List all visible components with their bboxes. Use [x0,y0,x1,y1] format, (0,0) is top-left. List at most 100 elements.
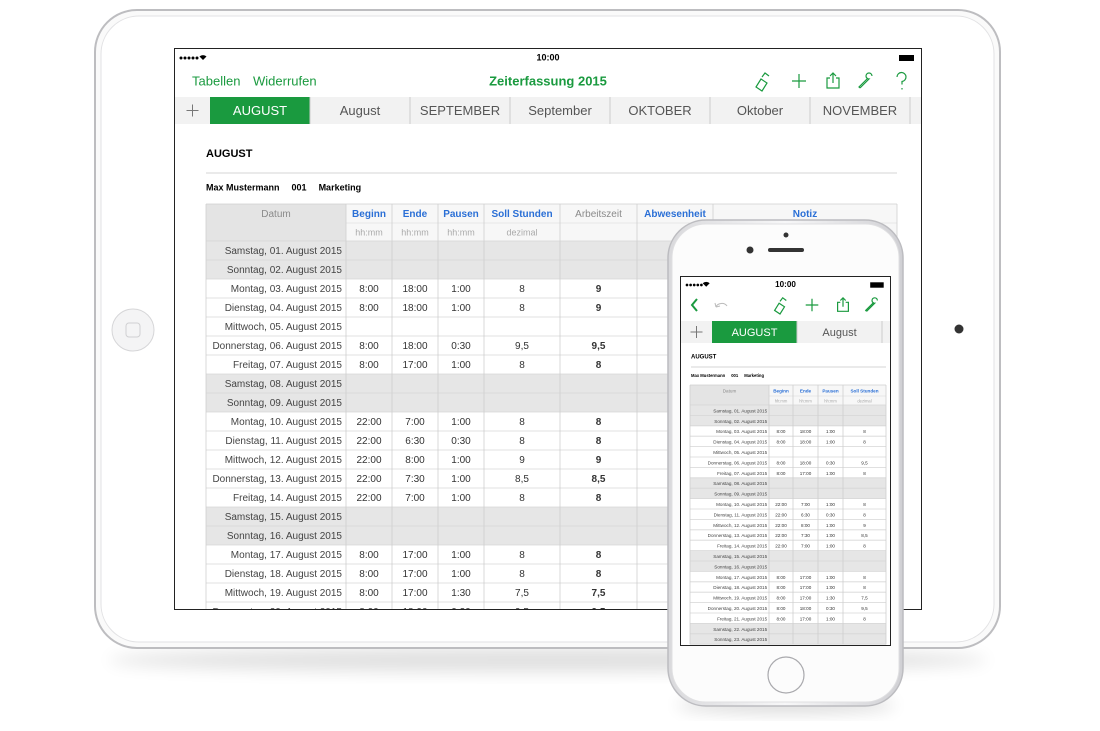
cell: 8:00 [777,575,786,580]
add-icon[interactable] [805,298,819,312]
tab[interactable]: Oktober [737,103,784,118]
column-header: Soll Stunden [850,389,878,394]
toolbar-button[interactable]: Widerrufen [253,73,317,88]
cell: 8 [863,429,866,434]
date-cell: Mittwoch, 19. August 2015 [713,596,767,601]
tab[interactable]: SEPTEMBER [420,103,500,118]
cell: 7:00 [801,544,810,549]
home-button[interactable] [111,308,155,352]
cell: 1:00 [826,429,835,434]
cell: 8 [863,512,866,517]
cell: 1:00 [826,502,835,507]
row-bg [690,436,769,447]
unit-label: hh:mm [355,227,383,237]
help-icon[interactable] [896,71,907,90]
cell: 22:00 [356,493,381,504]
cell: 8 [519,303,525,314]
row-bg [206,469,346,488]
cell: 6:30 [405,436,425,447]
row-bg [690,613,769,624]
signal-dot [692,283,696,287]
cell: 7:30 [405,474,425,485]
date-cell: Freitag, 14. August 2015 [717,544,768,549]
tab-active [210,97,310,124]
tools-icon[interactable] [864,297,878,312]
row-bg [206,583,346,602]
cell: 9 [519,455,525,466]
phone-sensor [746,246,754,254]
date-cell: Sonntag, 02. August 2015 [714,419,767,424]
cell: 8:00 [801,523,810,528]
status-time: 10:00 [536,52,559,62]
row-bg [206,355,346,374]
cell: 1:00 [451,569,471,580]
tab[interactable]: AUGUST [233,103,287,118]
date-cell: Samstag, 22. August 2015 [713,627,767,632]
cell: 0:30 [826,512,835,517]
phone-home-button[interactable] [767,656,805,694]
speaker [768,248,804,252]
unit-label: dezimal [857,399,871,404]
cell: 17:00 [402,550,427,561]
signal-dot [689,283,692,287]
date-cell: Freitag, 07. August 2015 [233,360,342,371]
row-bg [206,317,346,336]
row-bg [690,405,886,416]
phone-camera [783,232,789,238]
tab[interactable]: AUGUST [732,327,778,339]
tab[interactable]: September [528,103,592,118]
date-cell: Sonntag, 02. August 2015 [227,265,343,276]
wifi [702,281,710,287]
unit-label: hh:mm [447,227,475,237]
back-icon[interactable] [690,298,698,312]
signal-dot [700,283,703,287]
toolbar-button[interactable]: Tabellen [192,73,240,88]
cell: 8:00 [359,550,379,561]
row-bg [206,602,346,609]
add-sheet[interactable] [186,104,199,117]
row-bg [690,467,769,478]
cell: 8 [863,585,866,590]
cell: 8:00 [777,585,786,590]
cell: 17:00 [800,585,812,590]
date-cell: Montag, 10. August 2015 [716,502,768,507]
row-bg [690,571,769,582]
row-bg [690,488,886,499]
cell: 8:00 [405,455,425,466]
share-icon[interactable] [826,72,840,89]
cell: 8 [863,471,866,476]
cell: 22:00 [775,523,787,528]
datum-header-bg [690,385,769,405]
format-icon[interactable] [773,296,787,315]
cell: 8 [519,550,525,561]
cell: 22:00 [356,474,381,485]
tab[interactable]: NOVEMBER [823,103,897,118]
row-bg [690,457,769,468]
cell: 18:00 [402,341,427,352]
date-cell: Mittwoch, 19. August 2015 [225,588,343,599]
cell: 8,5 [515,474,529,485]
format-icon[interactable] [755,72,770,92]
status-time: 10:00 [775,280,796,289]
tab[interactable]: August [340,103,381,118]
employee-info: Max Mustermann [206,182,280,192]
tab[interactable]: August [822,327,856,339]
share-icon[interactable] [837,296,849,312]
tools-icon[interactable] [858,72,873,89]
cell: 8 [519,569,525,580]
tab-active [712,321,797,343]
add-icon[interactable] [792,74,806,88]
cell: 7:00 [405,493,425,504]
cell: 1:00 [826,471,835,476]
row-bg [206,279,346,298]
undo-icon[interactable] [714,302,728,308]
cell: 8 [596,436,602,447]
date-cell: Freitag, 14. August 2015 [233,493,342,504]
cell: 8:00 [777,616,786,621]
employee-info: 001 [731,373,739,378]
cell: 8:00 [359,569,379,580]
add-sheet[interactable] [690,326,703,338]
date-cell: Freitag, 21. August 2015 [717,616,768,621]
date-cell: Montag, 10. August 2015 [231,417,343,428]
tab[interactable]: OKTOBER [628,103,691,118]
